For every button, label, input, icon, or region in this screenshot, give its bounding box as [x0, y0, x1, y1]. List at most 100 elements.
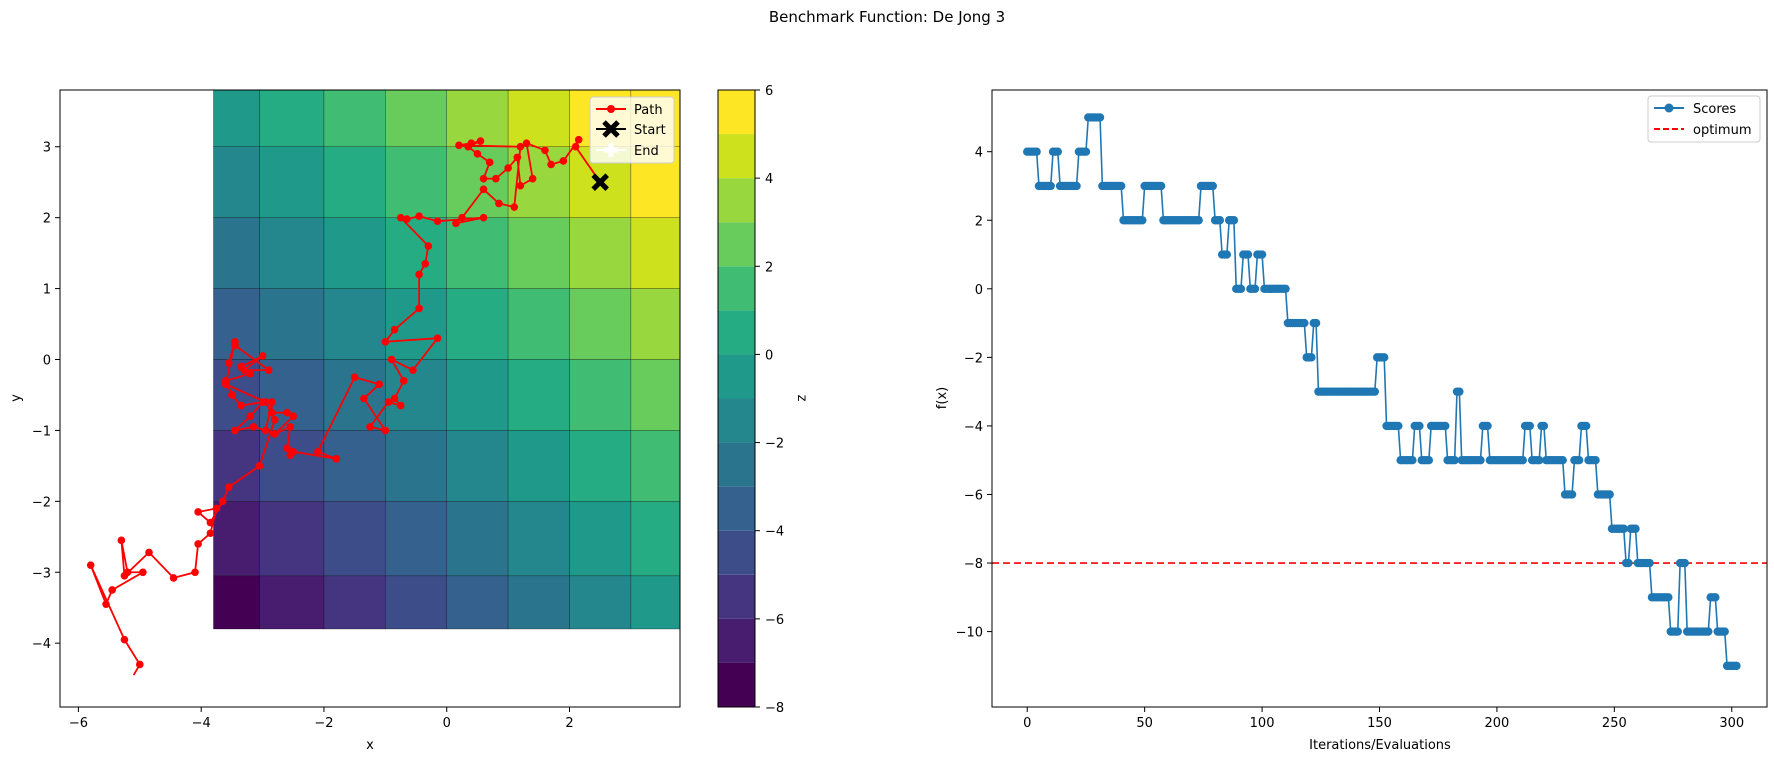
- colorbar-band: [718, 178, 755, 223]
- y-tick-label: −6: [964, 488, 983, 503]
- score-point: [1624, 558, 1633, 568]
- path-point: [409, 366, 417, 374]
- contour-cell: [385, 217, 447, 289]
- colorbar-band: [718, 90, 755, 135]
- colorbar-tick-label: −4: [765, 525, 784, 540]
- path-point: [283, 444, 291, 452]
- x-tick-label: 150: [1367, 716, 1392, 731]
- contour-cell: [213, 90, 260, 147]
- score-point: [1138, 216, 1147, 225]
- score-point: [1236, 284, 1246, 294]
- contour-plot-frame: [59, 89, 681, 708]
- path-point: [212, 504, 221, 513]
- score-point: [1046, 181, 1055, 191]
- path-point: [384, 398, 393, 406]
- contour-cell: [569, 359, 632, 431]
- score-x-label: Iterations/Evaluations: [1309, 738, 1451, 753]
- y-tick-label: 1: [43, 283, 51, 298]
- colorbar-band: [718, 310, 755, 355]
- contour-legend: Path Start End: [589, 96, 675, 164]
- score-point: [1605, 490, 1614, 499]
- legend-item-start: Start: [596, 120, 666, 138]
- score-point: [1243, 250, 1253, 259]
- contour-cell: [323, 146, 386, 218]
- x-tick-label: −2: [314, 716, 333, 731]
- legend-item-path: Path: [596, 103, 663, 118]
- path-point: [139, 568, 147, 577]
- contour-cell: [630, 501, 680, 577]
- colorbar: −8 −6 −4 −2 0 2 4 6 z: [717, 84, 809, 716]
- contour-cell: [323, 288, 386, 360]
- path-point: [433, 334, 442, 343]
- contour-cell: [446, 575, 509, 630]
- contour-cell: [213, 217, 260, 289]
- y-tick-label: −10: [956, 626, 983, 641]
- path-point: [467, 139, 476, 147]
- score-point: [1370, 387, 1380, 396]
- legend-path-marker: [607, 105, 615, 113]
- path-point: [421, 259, 430, 268]
- contour-cell: [446, 501, 509, 577]
- x-tick-label: 100: [1250, 716, 1275, 731]
- path-point: [249, 423, 258, 431]
- contour-surface: [213, 90, 680, 630]
- colorbar-band: [718, 398, 755, 443]
- colorbar-band: [718, 134, 755, 179]
- path-point: [332, 454, 341, 463]
- score-y-ticks: −10 −8 −6 −4 −2 0 2 4: [956, 146, 992, 641]
- score-y-label: f(x): [935, 387, 950, 409]
- contour-cell: [630, 288, 680, 360]
- score-point: [1534, 456, 1544, 465]
- start-marker: [591, 173, 609, 191]
- score-point: [1732, 661, 1741, 671]
- y-tick-label: −8: [964, 557, 983, 572]
- colorbar-band: [718, 530, 755, 575]
- score-plot: 0 50 100 150 200 250 300 −10 −8 −6 −4 −2 0 2 4 Iterat…: [935, 89, 1768, 753]
- path-point: [267, 408, 276, 417]
- path-point: [433, 217, 442, 226]
- x-tick-label: −4: [192, 716, 211, 731]
- colorbar-tick-label: −2: [765, 437, 784, 452]
- contour-cell: [323, 501, 386, 577]
- score-point: [1619, 524, 1628, 533]
- path-point: [117, 536, 126, 545]
- score-point: [1379, 353, 1389, 362]
- colorbar-tick-label: −8: [765, 701, 784, 716]
- contour-cell: [569, 575, 632, 630]
- path-point: [258, 352, 267, 360]
- score-point: [1680, 558, 1690, 568]
- path-point: [261, 398, 270, 406]
- y-tick-label: −2: [964, 351, 983, 366]
- path-point: [286, 423, 294, 431]
- score-point: [1222, 250, 1232, 259]
- path-point: [237, 401, 245, 410]
- contour-cell: [385, 575, 447, 630]
- contour-x-label: x: [366, 738, 374, 753]
- path-point: [194, 508, 202, 516]
- colorbar-tick-label: 4: [765, 172, 773, 187]
- x-tick-label: −6: [69, 716, 88, 731]
- score-point: [1032, 147, 1041, 156]
- x-tick-label: 0: [443, 716, 451, 731]
- score-point: [1476, 456, 1485, 465]
- legend-item-optimum: optimum: [1654, 123, 1751, 138]
- score-x-ticks: 0 50 100 150 200 250 300: [1023, 707, 1744, 731]
- colorbar-band: [718, 618, 755, 663]
- colorbar-band: [718, 266, 755, 311]
- path-point: [271, 430, 279, 438]
- score-point: [1095, 113, 1105, 122]
- path-point: [522, 139, 531, 147]
- contour-y-ticks: −4 −3 −2 −1 0 1 2 3: [32, 141, 60, 652]
- contour-cell: [446, 430, 509, 502]
- contour-cell: [630, 217, 680, 289]
- score-point: [1591, 456, 1600, 465]
- path-point: [350, 373, 359, 382]
- y-tick-label: −1: [32, 424, 51, 439]
- path-point: [387, 355, 396, 364]
- score-point: [1250, 284, 1260, 294]
- score-point: [1567, 490, 1577, 499]
- score-point: [1156, 181, 1166, 191]
- contour-cell: [446, 90, 509, 147]
- path-point: [381, 426, 390, 435]
- score-point: [1257, 250, 1267, 259]
